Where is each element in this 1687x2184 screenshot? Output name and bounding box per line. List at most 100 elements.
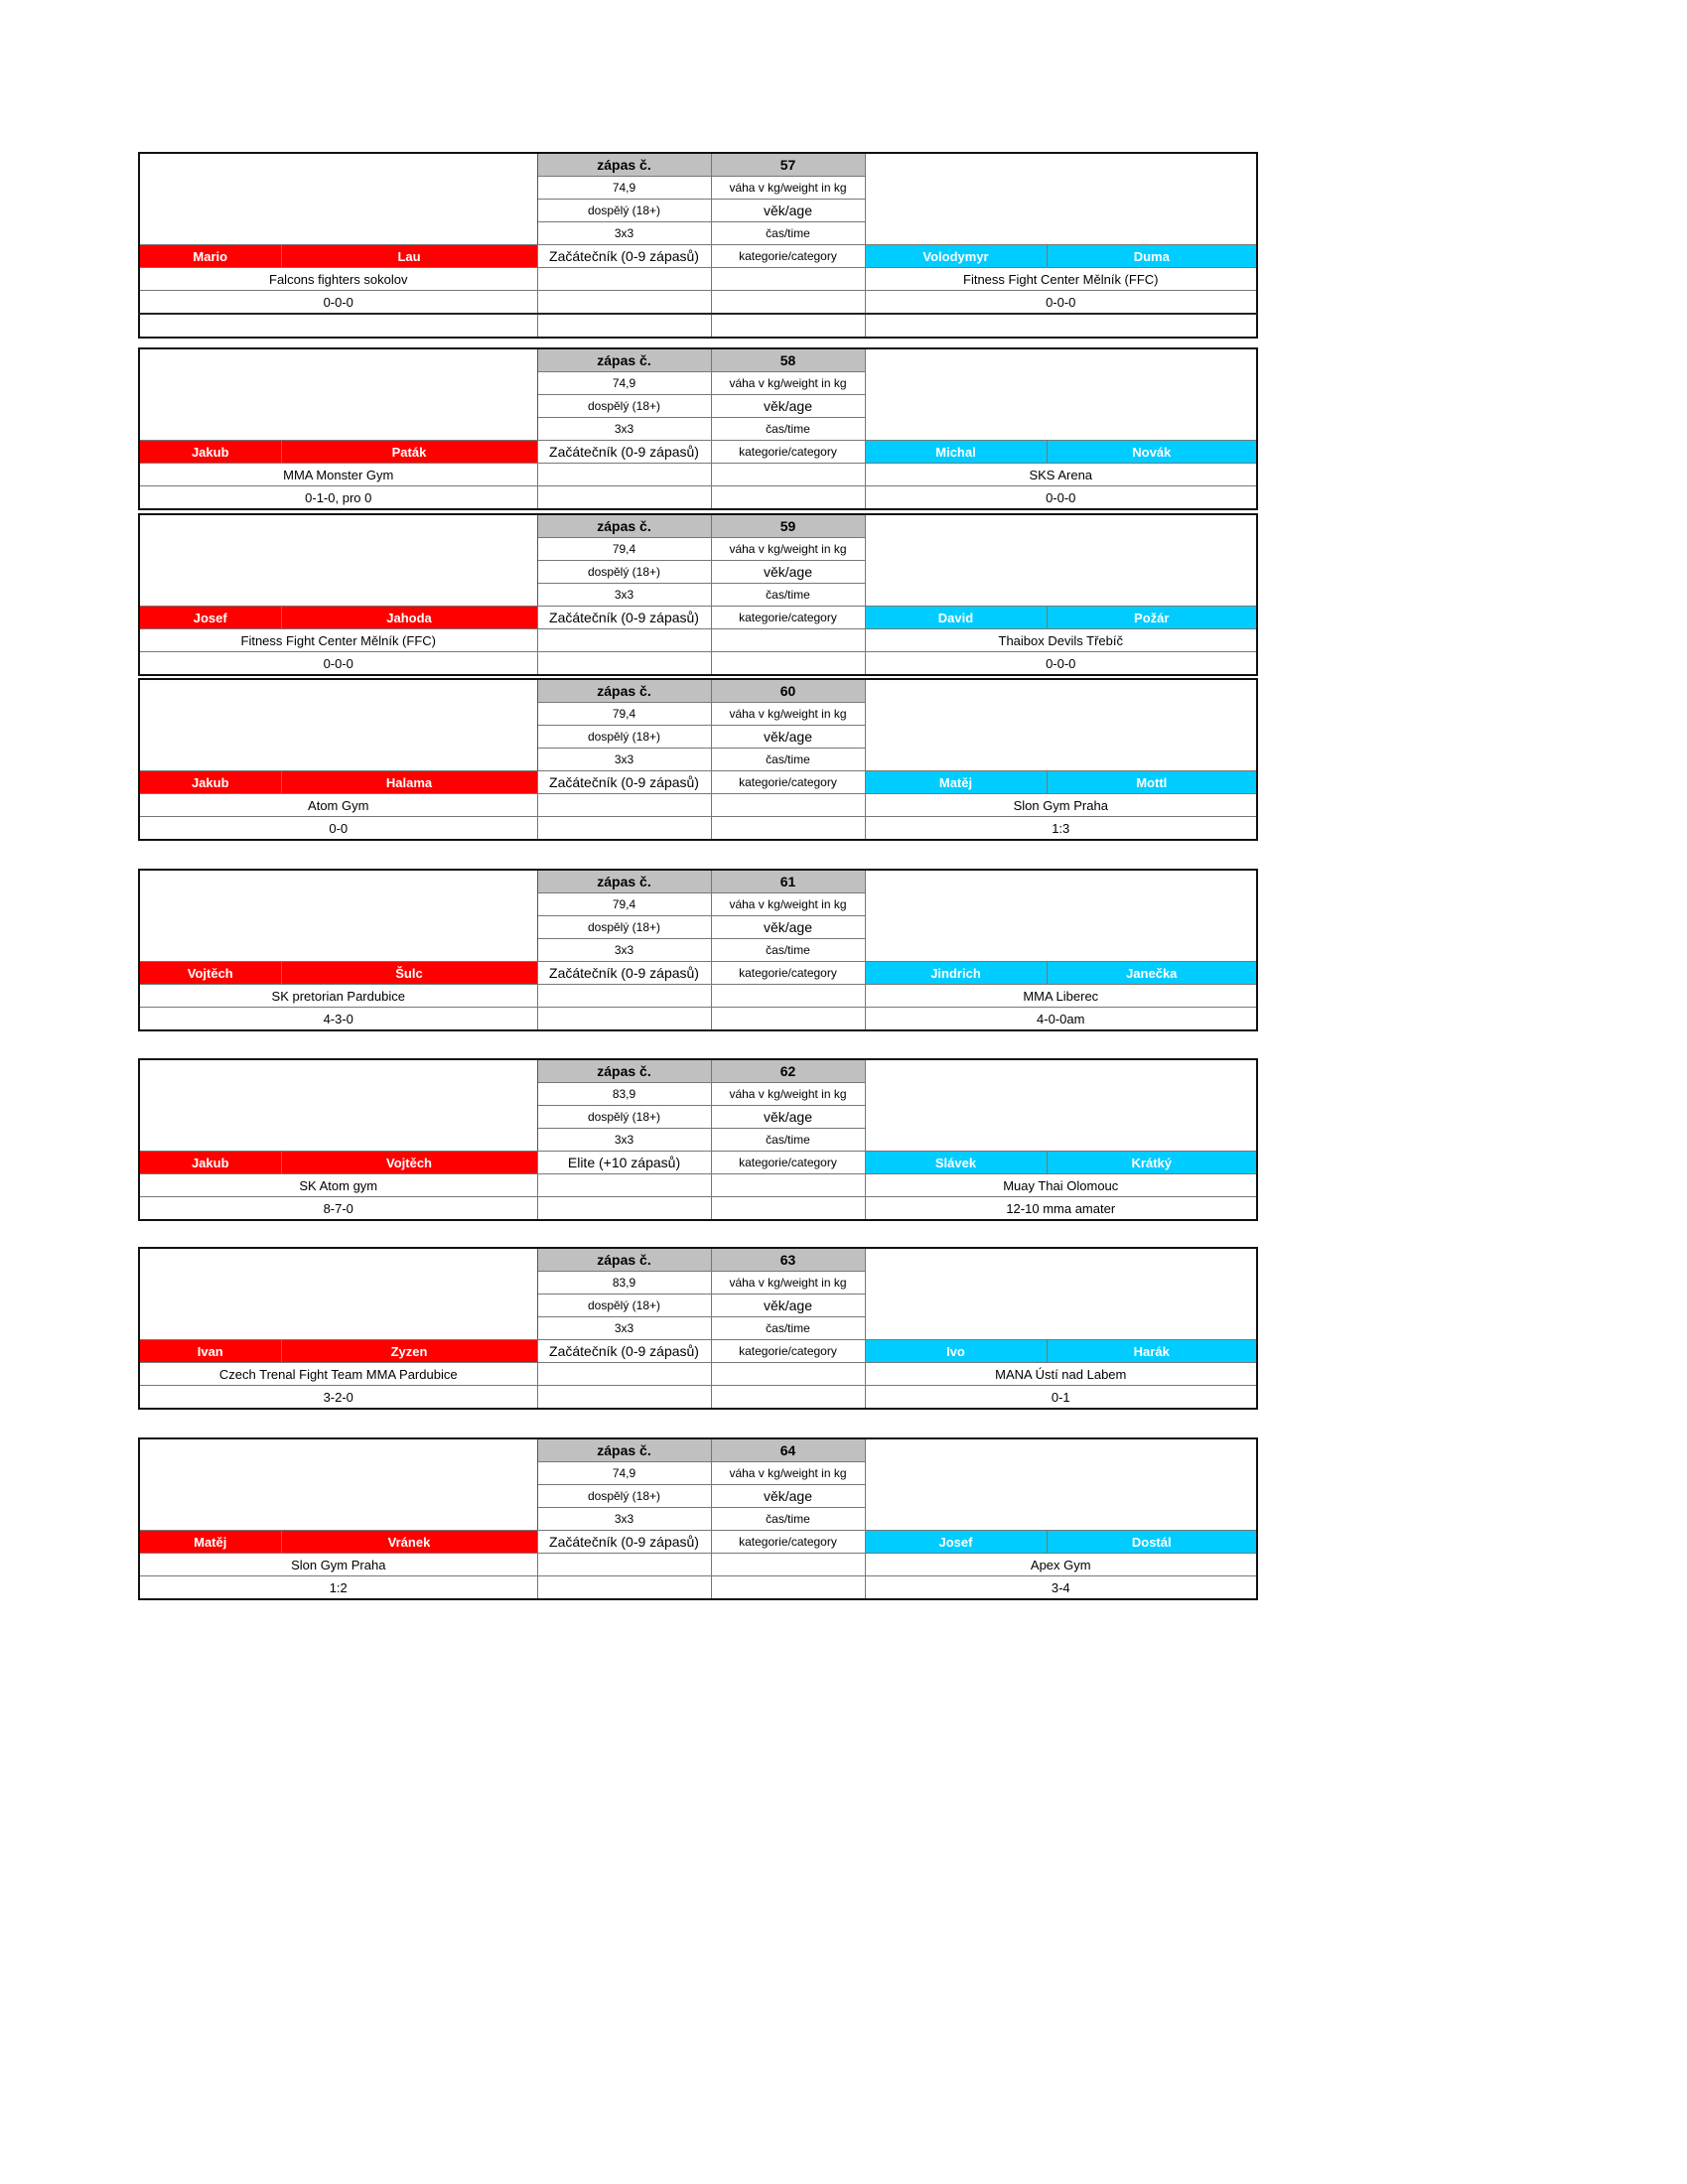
- empty-cell: [138, 313, 538, 339]
- empty-cell: [536, 1362, 712, 1386]
- empty-cell: [710, 313, 866, 339]
- bout-card: zápas č. 58 74,9 váha v kg/weight in kg do…: [138, 347, 1258, 510]
- weight-label: váha v kg/weight in kg: [710, 176, 866, 200]
- red-corner-photo-area: [138, 1247, 538, 1340]
- blue-fighter-last-name: Duma: [1046, 244, 1258, 268]
- red-corner-photo-area: [138, 513, 538, 607]
- bout-number: 61: [710, 869, 866, 893]
- blue-fighter-last-name: Novák: [1046, 440, 1258, 464]
- category-value: Začátečník (0-9 zápasů): [536, 244, 712, 268]
- blue-corner-photo-area: [864, 678, 1258, 771]
- empty-cell: [536, 313, 712, 339]
- empty-cell: [536, 628, 712, 652]
- age-value: dospělý (18+): [536, 915, 712, 939]
- empty-cell: [536, 1196, 712, 1221]
- red-fighter-club: Czech Trenal Fight Team MMA Pardubice: [138, 1362, 538, 1386]
- time-value: 3x3: [536, 583, 712, 607]
- red-fighter-last-name: Jahoda: [280, 606, 538, 629]
- weight-label: váha v kg/weight in kg: [710, 892, 866, 916]
- empty-cell: [710, 463, 866, 486]
- bout-card: zápas č. 60 79,4 váha v kg/weight in kg do…: [138, 678, 1258, 841]
- time-label: čas/time: [710, 221, 866, 245]
- blue-fighter-last-name: Mottl: [1046, 770, 1258, 794]
- bout-number: 57: [710, 152, 866, 177]
- bout-card: zápas č. 64 74,9 váha v kg/weight in kg do…: [138, 1437, 1258, 1600]
- red-fighter-club: Fitness Fight Center Mělník (FFC): [138, 628, 538, 652]
- red-fighter-club: Slon Gym Praha: [138, 1553, 538, 1576]
- blue-fighter-record: 0-1: [864, 1385, 1258, 1410]
- time-value: 3x3: [536, 1507, 712, 1531]
- empty-cell: [710, 816, 866, 841]
- age-value: dospělý (18+): [536, 1105, 712, 1129]
- empty-cell: [536, 1173, 712, 1197]
- blue-fighter-club: Apex Gym: [864, 1553, 1258, 1576]
- blue-fighter-club: SKS Arena: [864, 463, 1258, 486]
- weight-value: 74,9: [536, 1461, 712, 1485]
- red-fighter-first-name: Jakub: [138, 440, 282, 464]
- blue-fighter-club: Muay Thai Olomouc: [864, 1173, 1258, 1197]
- red-fighter-club: SK Atom gym: [138, 1173, 538, 1197]
- blue-corner-photo-area: [864, 869, 1258, 962]
- red-fighter-first-name: Ivan: [138, 1339, 282, 1363]
- bout-number: 62: [710, 1058, 866, 1083]
- category-label: kategorie/category: [710, 1530, 866, 1554]
- red-fighter-record: 0-0: [138, 816, 538, 841]
- blue-fighter-last-name: Harák: [1046, 1339, 1258, 1363]
- category-label: kategorie/category: [710, 244, 866, 268]
- category-value: Začátečník (0-9 zápasů): [536, 961, 712, 985]
- blue-fighter-last-name: Dostál: [1046, 1530, 1258, 1554]
- bout-number-label: zápas č.: [536, 869, 712, 893]
- time-label: čas/time: [710, 1128, 866, 1152]
- bout-card: zápas č. 62 83,9 váha v kg/weight in kg do…: [138, 1058, 1258, 1221]
- blue-fighter-record: 4-0-0am: [864, 1007, 1258, 1031]
- red-fighter-record: 0-1-0, pro 0: [138, 485, 538, 510]
- bout-number: 64: [710, 1437, 866, 1462]
- bout-card: zápas č. 57 74,9 váha v kg/weight in kg do…: [138, 152, 1258, 339]
- empty-cell: [710, 628, 866, 652]
- red-fighter-record: 0-0-0: [138, 290, 538, 315]
- blue-fighter-first-name: Josef: [864, 1530, 1048, 1554]
- red-fighter-last-name: Šulc: [280, 961, 538, 985]
- time-value: 3x3: [536, 1316, 712, 1340]
- blue-fighter-record: 1:3: [864, 816, 1258, 841]
- bout-number: 63: [710, 1247, 866, 1272]
- empty-cell: [710, 1553, 866, 1576]
- red-fighter-last-name: Vojtěch: [280, 1151, 538, 1174]
- category-value: Začátečník (0-9 zápasů): [536, 440, 712, 464]
- category-value: Začátečník (0-9 zápasů): [536, 1530, 712, 1554]
- time-value: 3x3: [536, 1128, 712, 1152]
- empty-cell: [710, 267, 866, 291]
- empty-cell: [536, 793, 712, 817]
- weight-value: 83,9: [536, 1082, 712, 1106]
- blue-fighter-club: MMA Liberec: [864, 984, 1258, 1008]
- bout-card: zápas č. 63 83,9 váha v kg/weight in kg do…: [138, 1247, 1258, 1410]
- age-value: dospělý (18+): [536, 1484, 712, 1508]
- blue-fighter-first-name: Slávek: [864, 1151, 1048, 1174]
- weight-value: 79,4: [536, 892, 712, 916]
- time-label: čas/time: [710, 938, 866, 962]
- blue-corner-photo-area: [864, 347, 1258, 441]
- empty-cell: [536, 1385, 712, 1410]
- category-label: kategorie/category: [710, 606, 866, 629]
- bout-number: 60: [710, 678, 866, 703]
- empty-cell: [710, 1007, 866, 1031]
- blue-fighter-first-name: David: [864, 606, 1048, 629]
- bout-number-label: zápas č.: [536, 1247, 712, 1272]
- category-value: Začátečník (0-9 zápasů): [536, 1339, 712, 1363]
- age-label: věk/age: [710, 394, 866, 418]
- category-value: Začátečník (0-9 zápasů): [536, 770, 712, 794]
- blue-corner-photo-area: [864, 513, 1258, 607]
- blue-fighter-record: 0-0-0: [864, 485, 1258, 510]
- time-label: čas/time: [710, 1316, 866, 1340]
- age-label: věk/age: [710, 199, 866, 222]
- category-label: kategorie/category: [710, 1151, 866, 1174]
- empty-cell: [864, 313, 1258, 339]
- red-fighter-first-name: Jakub: [138, 1151, 282, 1174]
- red-fighter-last-name: Zyzen: [280, 1339, 538, 1363]
- red-fighter-club: MMA Monster Gym: [138, 463, 538, 486]
- bout-number: 58: [710, 347, 866, 372]
- red-fighter-record: 0-0-0: [138, 651, 538, 676]
- blue-fighter-club: Fitness Fight Center Mělník (FFC): [864, 267, 1258, 291]
- time-label: čas/time: [710, 583, 866, 607]
- red-fighter-record: 8-7-0: [138, 1196, 538, 1221]
